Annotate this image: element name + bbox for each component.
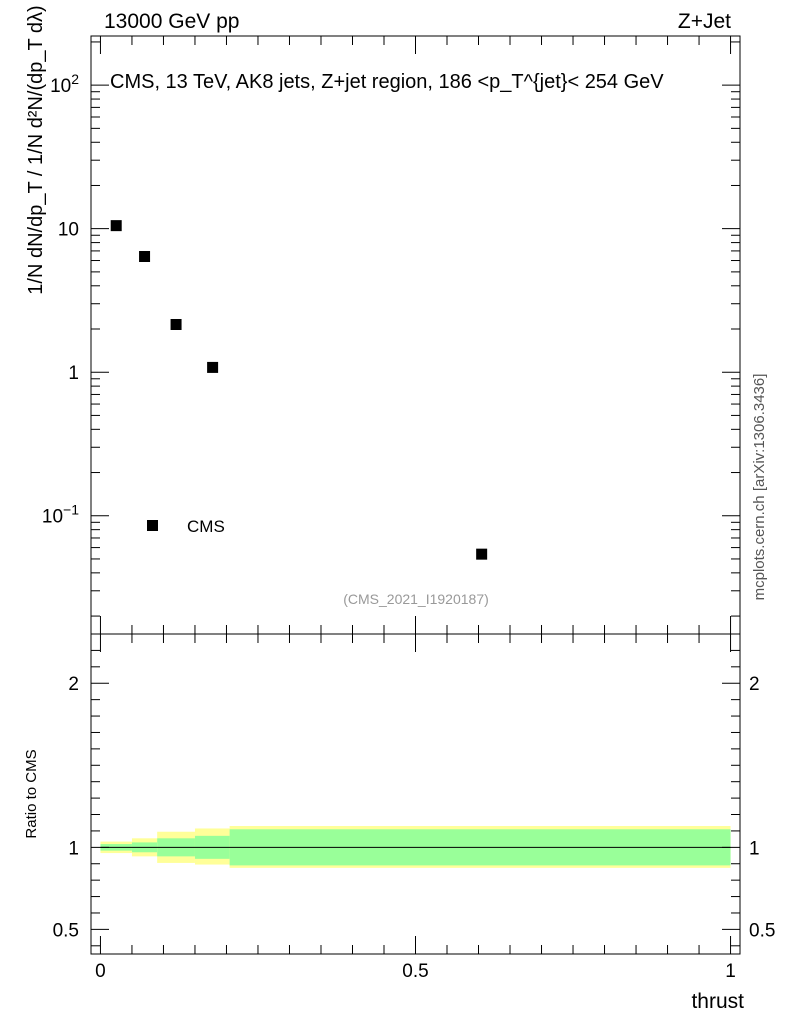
ratio-y-tick-label-right: 1	[749, 838, 760, 859]
main-y-tick-label: 10−1	[42, 502, 79, 528]
ratio-y-tick-label-left: 0.5	[53, 920, 79, 941]
main-y-tick-label: 1	[68, 363, 79, 384]
x-axis-label: thrust	[691, 990, 744, 1013]
x-tick-label: 0.5	[402, 961, 428, 982]
data-point	[207, 361, 219, 373]
ratio-y-tick-label-left: 1	[68, 838, 79, 859]
x-tick-label: 1	[725, 961, 736, 982]
main-x-ticks	[99, 36, 732, 634]
data-points	[110, 220, 488, 560]
ratio-y-axis-label: Ratio to CMS	[23, 749, 40, 838]
main-panel: CMS, 13 TeV, AK8 jets, Z+jet region, 186…	[42, 35, 741, 635]
ratio-panel: 0.5 0.5 1 1 2 2 0 0.5 1	[53, 633, 776, 982]
ratio-y-tick-label-left: 2	[68, 674, 79, 695]
plot-title: CMS, 13 TeV, AK8 jets, Z+jet region, 186…	[110, 71, 664, 93]
side-credit-label: mcplots.cern.ch [arXiv:1306.3436]	[751, 374, 768, 601]
analysis-watermark: (CMS_2021_I1920187)	[343, 591, 489, 607]
data-point	[139, 250, 151, 262]
data-point	[476, 548, 488, 560]
main-y-tick-label: 10	[58, 220, 79, 241]
ratio-frame	[90, 633, 741, 955]
legend-marker	[147, 520, 158, 531]
main-y-ticks	[91, 41, 740, 617]
data-point	[110, 220, 122, 232]
main-frame	[90, 35, 741, 635]
data-point	[170, 318, 182, 330]
ratio-tick-labels: 0.5 0.5 1 1 2 2 0 0.5 1	[53, 674, 776, 982]
main-y-axis-label: 1/N dN/dp_T / 1/N d²N/(dp_T dλ)	[25, 5, 47, 294]
ratio-y-tick-label-right: 0.5	[749, 920, 775, 941]
main-y-tick-labels: 10−1 1 10 102	[42, 71, 79, 528]
ratio-y-tick-label-right: 2	[749, 674, 760, 695]
main-y-tick-label: 102	[50, 71, 79, 97]
legend-label: CMS	[187, 517, 225, 536]
ratio-ticks	[91, 633, 740, 954]
header-left-label: 13000 GeV pp	[104, 10, 239, 33]
header-right-label: Z+Jet	[678, 10, 731, 33]
x-tick-label: 0	[95, 961, 106, 982]
